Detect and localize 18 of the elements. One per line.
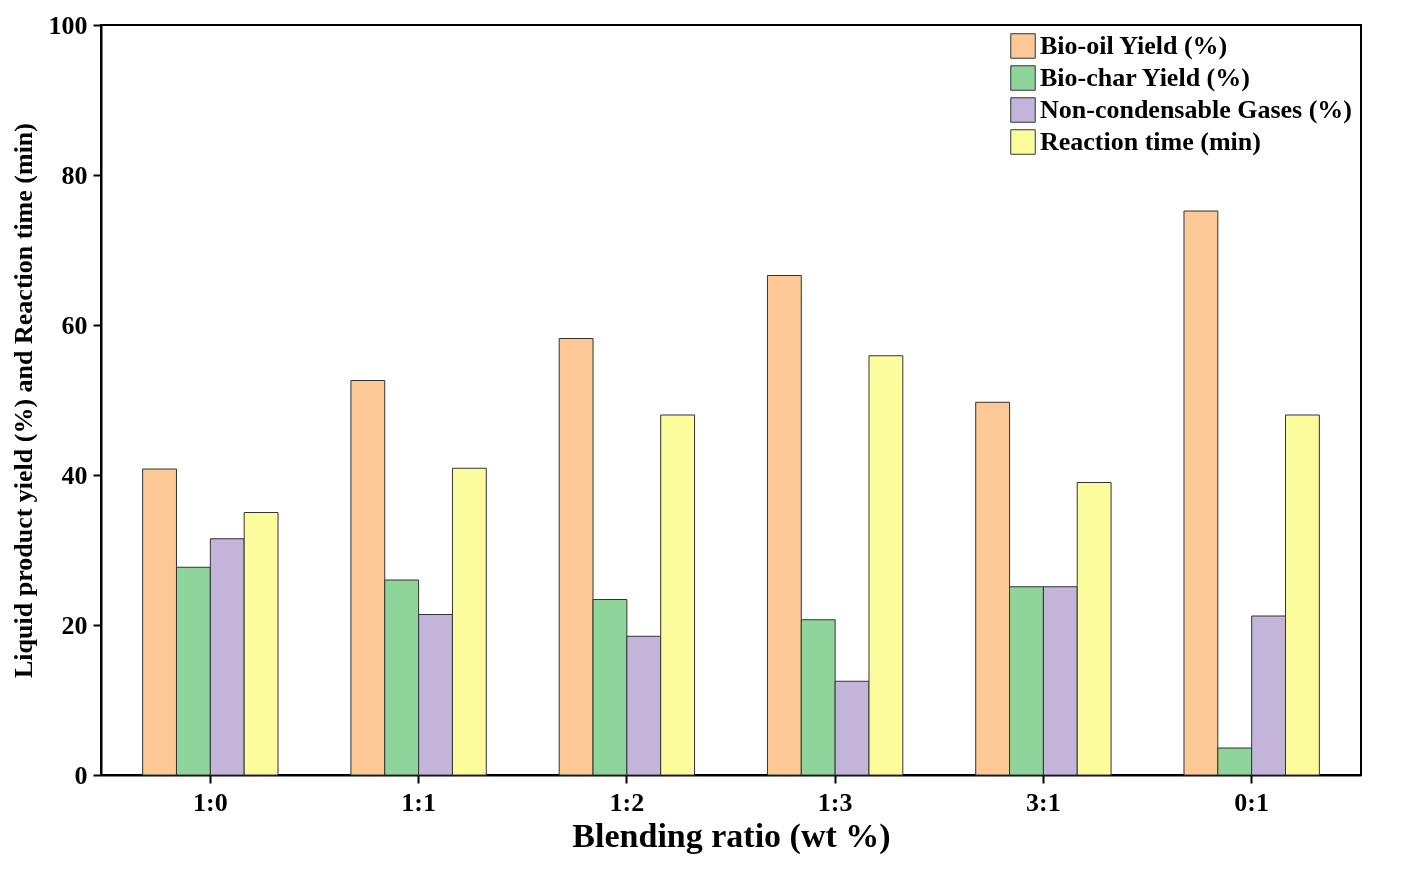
legend-label: Non-condensable Gases (%) [1040, 95, 1353, 124]
x-tick-label: 1:1 [401, 787, 436, 817]
x-tick-label: 3:1 [1026, 787, 1061, 817]
y-axis-title: Liquid product yield (%) and Reaction time (min) [8, 123, 38, 678]
legend-label: Bio-char Yield (%) [1040, 63, 1250, 92]
legend-label: Reaction time (min) [1040, 127, 1261, 156]
x-tick-label: 0:1 [1234, 787, 1269, 817]
y-tick-label: 100 [48, 10, 88, 40]
y-tick-label: 80 [61, 160, 88, 190]
y-tick-label: 20 [61, 610, 88, 640]
legend-label: Bio-oil Yield (%) [1040, 31, 1228, 60]
x-tick-label: 1:3 [817, 787, 853, 817]
x-axis-title: Blending ratio (wt %) [572, 816, 891, 855]
x-tick-label: 1:2 [609, 787, 645, 817]
y-tick-label: 40 [61, 460, 88, 490]
y-tick-label: 0 [74, 760, 88, 790]
y-tick-label: 60 [61, 310, 88, 340]
x-tick-label: 1:0 [193, 787, 228, 817]
